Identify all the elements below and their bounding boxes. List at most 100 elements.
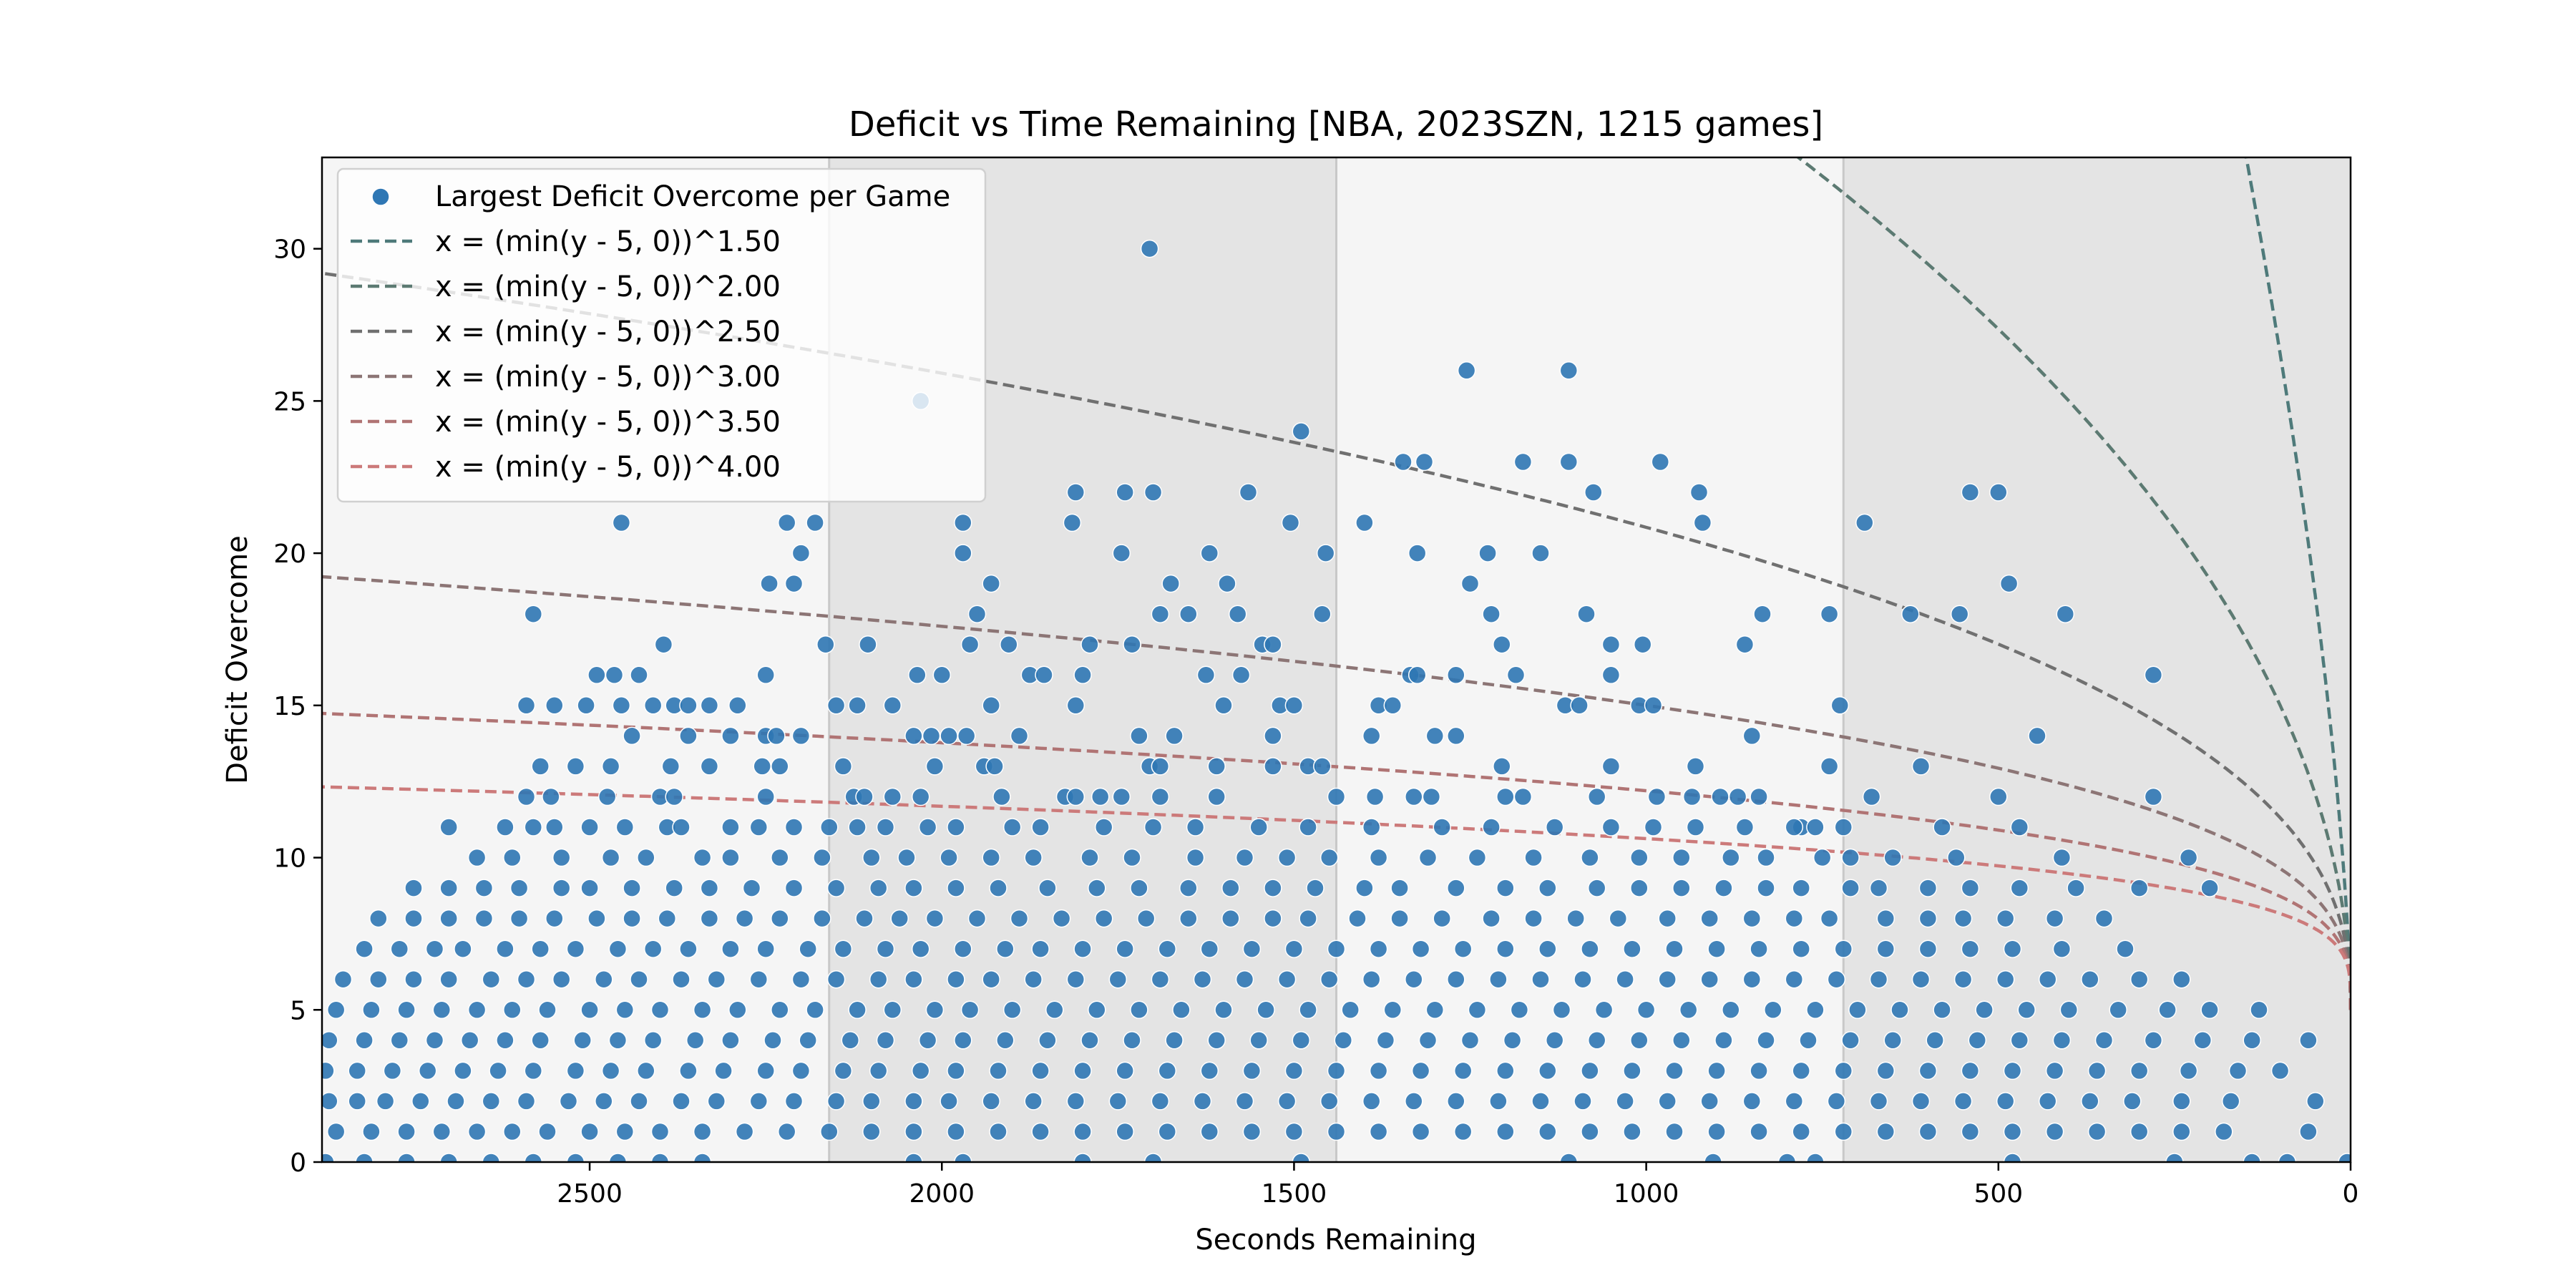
scatter-point	[749, 970, 769, 989]
scatter-point	[1284, 940, 1304, 958]
scatter-point	[2129, 879, 2149, 897]
scatter-point	[322, 1092, 338, 1111]
scatter-point	[1123, 635, 1141, 654]
scatter-point	[721, 940, 740, 958]
scatter-point	[1918, 1122, 1938, 1141]
scatter-point	[784, 879, 804, 897]
scatter-point	[524, 1153, 543, 1162]
scatter-point	[1151, 787, 1170, 806]
scatter-point	[1284, 696, 1304, 715]
scatter-point	[1407, 665, 1427, 685]
scatter-point	[573, 1031, 592, 1050]
scatter-point	[1834, 940, 1853, 958]
scatter-point	[791, 1061, 811, 1080]
scatter-point	[848, 1000, 867, 1020]
scatter-point	[1538, 879, 1557, 897]
scatter-point	[1207, 787, 1226, 806]
scatter-point	[1581, 1061, 1599, 1080]
scatter-point	[1362, 1092, 1381, 1111]
scatter-point	[1489, 1092, 1508, 1111]
scatter-point	[658, 909, 677, 928]
scatter-point	[482, 970, 501, 989]
scatter-point	[1249, 818, 1268, 836]
scatter-point	[369, 909, 388, 928]
scatter-point	[1010, 909, 1029, 928]
scatter-point	[460, 1031, 479, 1050]
scatter-point	[1722, 848, 1740, 867]
scatter-point	[940, 726, 958, 746]
scatter-point	[1704, 1153, 1722, 1162]
scatter-point	[1566, 909, 1585, 928]
scatter-point	[1116, 483, 1134, 502]
scatter-point	[947, 879, 965, 897]
x-tick-label: 1000	[1614, 1179, 1679, 1209]
scatter-point	[869, 879, 888, 897]
scatter-point	[1834, 1061, 1853, 1080]
scatter-point	[601, 757, 620, 776]
scatter-point	[630, 665, 648, 685]
scatter-point	[1489, 970, 1508, 989]
scatter-point	[1961, 879, 1980, 897]
scatter-point	[1672, 848, 1691, 867]
scatter-point	[2081, 970, 2099, 989]
scatter-point	[1830, 696, 1850, 715]
scatter-point	[1848, 1000, 1867, 1020]
scatter-point	[503, 1122, 522, 1141]
scatter-point	[1341, 1000, 1360, 1020]
scatter-point	[918, 1031, 937, 1050]
scatter-point	[1918, 1061, 1938, 1080]
x-tick-label: 500	[1974, 1179, 2023, 1209]
scatter-point	[1757, 1031, 1775, 1050]
scatter-point	[1369, 848, 1388, 867]
scatter-point	[1362, 818, 1381, 836]
scatter-point	[672, 818, 691, 836]
scatter-point	[1679, 1000, 1698, 1020]
scatter-point	[947, 1061, 965, 1080]
scatter-point	[2129, 1061, 2149, 1080]
scatter-point	[615, 1000, 635, 1020]
scatter-point	[1316, 544, 1335, 562]
scatter-point	[1538, 1061, 1557, 1080]
scatter-point	[1299, 818, 1317, 836]
scatter-point	[1601, 818, 1621, 836]
scatter-point	[439, 879, 458, 897]
scatter-point	[1257, 1000, 1275, 1020]
scatter-point	[1510, 1000, 1529, 1020]
scatter-point	[369, 970, 388, 989]
scatter-point	[932, 665, 952, 685]
scatter-point	[1707, 1061, 1726, 1080]
scatter-point	[1883, 848, 1902, 867]
scatter-point	[650, 1153, 670, 1162]
scatter-point	[1422, 787, 1441, 806]
scatter-point	[612, 696, 631, 715]
scatter-point	[1447, 879, 1465, 897]
scatter-point	[597, 787, 617, 806]
scatter-point	[1418, 1031, 1438, 1050]
scatter-point	[1799, 1031, 1818, 1050]
scatter-point	[1820, 757, 1839, 776]
scatter-point	[1319, 848, 1339, 867]
scatter-point	[1714, 879, 1733, 897]
scatter-point	[1136, 909, 1156, 928]
scatter-point	[2306, 1092, 2325, 1111]
scatter-point	[1453, 1061, 1473, 1080]
scatter-point	[1813, 848, 1832, 867]
scatter-point	[918, 818, 937, 836]
scatter-point	[605, 665, 624, 685]
scatter-point	[1242, 1122, 1262, 1141]
scatter-point	[855, 787, 874, 806]
scatter-point	[989, 1061, 1008, 1080]
scatter-point	[1869, 970, 1888, 989]
scatter-point	[1108, 970, 1128, 989]
scatter-point	[2081, 1092, 2099, 1111]
scatter-point	[2056, 605, 2075, 623]
scatter-point	[322, 1061, 335, 1080]
scatter-point	[967, 605, 987, 623]
scatter-point	[960, 1000, 980, 1020]
scatter-point	[1478, 544, 1497, 562]
scatter-point	[1503, 1031, 1522, 1050]
scatter-point	[2179, 1061, 2198, 1080]
scatter-point	[643, 940, 663, 958]
scatter-point	[1091, 787, 1110, 806]
scatter-point	[700, 696, 719, 715]
